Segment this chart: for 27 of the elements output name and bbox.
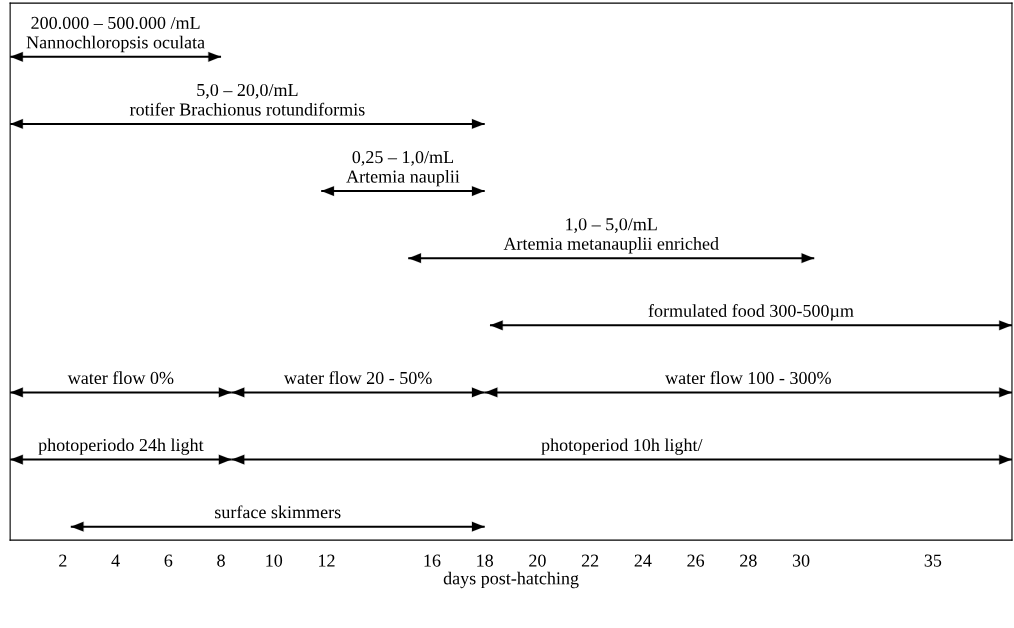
x-tick-label: 12 — [319, 554, 335, 567]
x-tick-label: 26 — [687, 554, 705, 567]
x-tick-label: 22 — [581, 554, 599, 567]
x-tick-label: 4 — [111, 554, 120, 567]
series-label: 200.000 – 500.000 /mL Nannochloropsis oculata — [26, 16, 205, 53]
x-tick-label: 6 — [164, 554, 173, 567]
x-tick-label: 16 — [424, 554, 441, 567]
series-label: photoperiod 10h light/ — [541, 438, 703, 455]
series-label: 5,0 – 20,0/mL rotifer Brachionus rotundiformis — [129, 83, 365, 116]
x-tick-label: 18 — [477, 554, 494, 567]
x-axis-title: days post-hatching — [443, 571, 579, 589]
x-tick-label: 20 — [529, 554, 546, 567]
series-label: water flow 20 - 50% — [283, 371, 432, 385]
x-tick-label: 35 — [924, 554, 942, 567]
x-tick-label: 28 — [740, 554, 757, 567]
x-tick-label: 30 — [792, 554, 810, 567]
series-label: photoperiodo 24h light — [38, 438, 204, 455]
x-tick-label: 2 — [59, 554, 67, 567]
series-label: water flow 100 - 300% — [665, 371, 831, 385]
x-tick-label: 10 — [266, 554, 283, 567]
x-tick-label: 24 — [634, 554, 652, 567]
series-label: water flow 0% — [67, 371, 174, 385]
series-label: 0,25 – 1,0/mL Artemia nauplii — [346, 151, 460, 187]
series-label: formulated food 300-500µm — [648, 304, 854, 321]
series-label: 1,0 – 5,0/mL Artemia metanauplii enriched — [503, 218, 719, 254]
x-tick-label: 8 — [217, 554, 225, 567]
series-label: surface skimmers — [215, 505, 341, 519]
